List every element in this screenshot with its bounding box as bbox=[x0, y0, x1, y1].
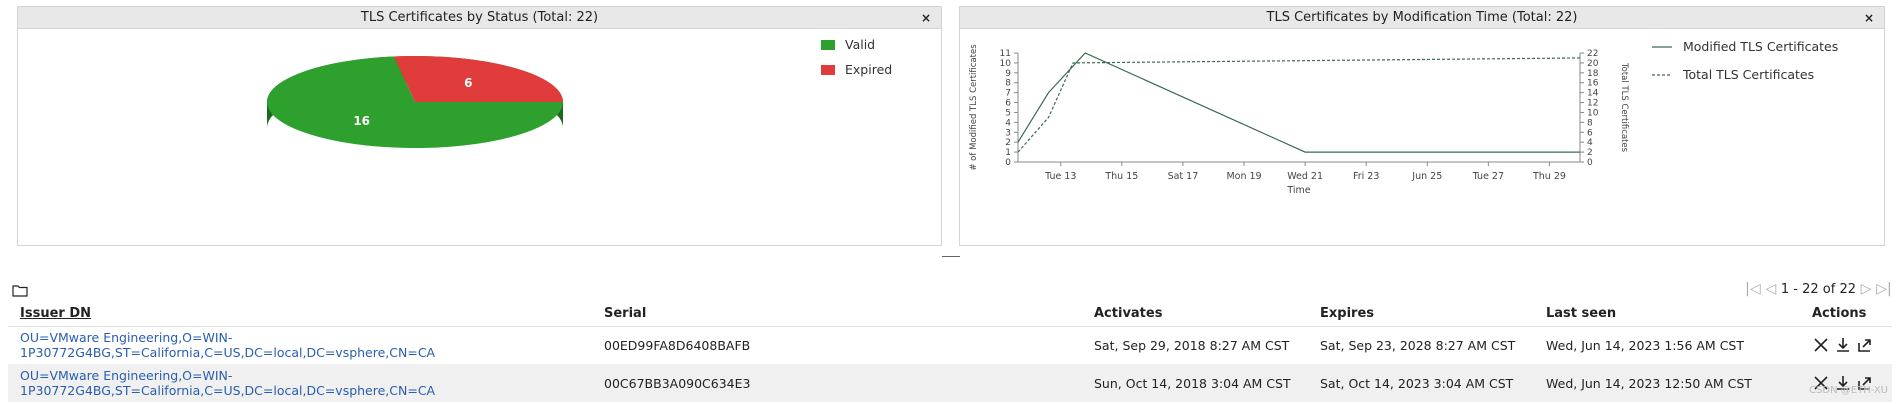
y2-tick-label: 4 bbox=[1587, 138, 1593, 148]
status-pie-chart: 16 6 Valid Expired bbox=[267, 37, 892, 148]
y-tick-label: 11 bbox=[1000, 49, 1011, 59]
pagination: |◁ ◁ 1 - 22 of 22 ▷ ▷| bbox=[1745, 281, 1892, 297]
column-header-serial[interactable]: Serial bbox=[592, 302, 1082, 327]
y-tick-label: 6 bbox=[1005, 99, 1011, 109]
y-tick-label: 8 bbox=[1005, 79, 1011, 89]
first-page-icon[interactable]: |◁ bbox=[1745, 281, 1761, 297]
delete-x-icon[interactable] bbox=[1812, 374, 1830, 392]
series-line-total bbox=[1017, 57, 1581, 153]
serial-cell: 00ED99FA8D6408BAFB bbox=[604, 337, 751, 353]
x-tick-label: Thu 29 bbox=[1532, 171, 1566, 182]
x-tick-label: Wed 21 bbox=[1287, 171, 1323, 182]
table-row: OU=VMware Engineering,O=WIN-1P30772G4BG,… bbox=[8, 326, 1892, 364]
series-line-modified bbox=[1017, 52, 1580, 153]
y2-tick-label: 6 bbox=[1587, 128, 1593, 138]
time-chart-title: TLS Certificates by Modification Time (T… bbox=[960, 7, 1884, 29]
y2-tick-label: 22 bbox=[1587, 49, 1598, 59]
y2-tick-label: 2 bbox=[1587, 148, 1593, 158]
certificates-table: Issuer DN Serial Activates Expires Last … bbox=[8, 302, 1892, 402]
y2-tick-label: 0 bbox=[1587, 158, 1593, 168]
y-tick-label: 9 bbox=[1005, 69, 1011, 79]
y2-tick-label: 14 bbox=[1587, 89, 1599, 99]
y-tick-label: 7 bbox=[1005, 89, 1011, 99]
last-seen-cell: Wed, Jun 14, 2023 12:50 AM CST bbox=[1534, 364, 1800, 402]
y-tick-label: 4 bbox=[1005, 118, 1011, 128]
y2-tick-label: 10 bbox=[1587, 108, 1599, 118]
legend-swatch-valid bbox=[821, 40, 835, 50]
status-chart-title: TLS Certificates by Status (Total: 22) × bbox=[18, 7, 941, 29]
y2-tick-label: 16 bbox=[1587, 79, 1599, 89]
issuer-dn-link[interactable]: OU=VMware Engineering,O=WIN-1P30772G4BG,… bbox=[20, 368, 436, 398]
expires-cell: Sat, Oct 14, 2023 3:04 AM CST bbox=[1308, 364, 1534, 402]
column-header-actions: Actions bbox=[1800, 302, 1892, 327]
y2-tick-label: 18 bbox=[1587, 69, 1599, 79]
folder-icon[interactable] bbox=[12, 284, 28, 297]
issuer-cell: OU=VMware Engineering,O=WIN-1P30772G4BG,… bbox=[8, 364, 592, 402]
x-tick-label: Tue 27 bbox=[1472, 171, 1504, 182]
status-chart-title-text: TLS Certificates by Status (Total: 22) bbox=[360, 10, 599, 25]
y-tick-label: 0 bbox=[1005, 158, 1011, 168]
x-tick-label: Thu 15 bbox=[1104, 171, 1138, 182]
column-header-issuer-dn[interactable]: Issuer DN bbox=[8, 302, 592, 327]
table-header-row: Issuer DN Serial Activates Expires Last … bbox=[8, 302, 1892, 327]
y-tick-label: 3 bbox=[1005, 128, 1011, 138]
time-chart-panel: TLS Certificates by Modification Time (T… bbox=[959, 6, 1885, 246]
expires-cell: Sat, Sep 23, 2028 8:27 AM CST bbox=[1320, 337, 1516, 353]
actions-cell bbox=[1800, 326, 1892, 364]
last-seen-cell: Wed, Jun 14, 2023 1:56 AM CST bbox=[1546, 337, 1744, 353]
delete-x-icon[interactable] bbox=[1812, 336, 1830, 354]
next-page-icon[interactable]: ▷ bbox=[1860, 281, 1872, 297]
x-tick-label: Mon 19 bbox=[1226, 171, 1261, 182]
export-icon[interactable] bbox=[1856, 336, 1874, 354]
issuer-dn-link[interactable]: OU=VMware Engineering,O=WIN-1P30772G4BG,… bbox=[20, 330, 436, 361]
prev-page-icon[interactable]: ◁ bbox=[1765, 281, 1777, 297]
x-tick-label: Jun 25 bbox=[1411, 171, 1442, 182]
y2-axis-label: Total TLS Certificates bbox=[1619, 62, 1629, 153]
column-header-activates[interactable]: Activates bbox=[1082, 302, 1308, 327]
x-tick-label: Sat 17 bbox=[1168, 171, 1199, 182]
y2-tick-label: 8 bbox=[1587, 118, 1593, 128]
close-icon[interactable]: × bbox=[1863, 11, 1874, 25]
pie-slice-expired bbox=[393, 56, 563, 102]
x-axis-label: Time bbox=[1286, 185, 1310, 196]
download-icon[interactable] bbox=[1834, 374, 1852, 392]
table-row: OU=VMware Engineering,O=WIN-1P30772G4BG,… bbox=[8, 364, 1892, 402]
download-icon[interactable] bbox=[1834, 336, 1852, 354]
legend-label-expired: Expired bbox=[845, 62, 892, 77]
last-page-icon[interactable]: ▷| bbox=[1876, 281, 1892, 297]
x-tick-label: Tue 13 bbox=[1044, 171, 1076, 182]
activates-cell: Sat, Sep 29, 2018 8:27 AM CST bbox=[1094, 337, 1290, 353]
pie-data-label: 6 bbox=[464, 76, 472, 90]
legend-label-total: Total TLS Certificates bbox=[1682, 67, 1814, 82]
page-range-text: 1 - 22 of 22 bbox=[1780, 281, 1856, 297]
y-tick-label: 2 bbox=[1005, 138, 1011, 148]
y-tick-label: 5 bbox=[1005, 108, 1011, 118]
export-icon[interactable] bbox=[1856, 374, 1874, 392]
close-icon[interactable]: × bbox=[920, 11, 931, 25]
issuer-cell: OU=VMware Engineering,O=WIN-1P30772G4BG,… bbox=[8, 326, 592, 364]
legend-label-modified: Modified TLS Certificates bbox=[1683, 39, 1838, 54]
status-chart-panel: TLS Certificates by Status (Total: 22) ×… bbox=[17, 6, 942, 246]
y-tick-label: 10 bbox=[1000, 59, 1012, 69]
y-tick-label: 1 bbox=[1005, 148, 1011, 158]
actions-cell bbox=[1800, 364, 1892, 402]
legend-swatch-expired bbox=[821, 65, 835, 75]
watermark: CSDN @ETH-XU bbox=[1809, 385, 1888, 396]
column-header-expires[interactable]: Expires bbox=[1308, 302, 1534, 327]
pie-data-label: 16 bbox=[353, 114, 370, 128]
column-header-last-seen[interactable]: Last seen bbox=[1534, 302, 1800, 327]
panel-splitter-handle[interactable] bbox=[942, 256, 960, 257]
activates-cell: Sun, Oct 14, 2018 3:04 AM CST bbox=[1082, 364, 1308, 402]
time-chart-title-text: TLS Certificates by Modification Time (T… bbox=[1266, 10, 1578, 25]
legend-label-valid: Valid bbox=[845, 37, 875, 52]
y-axis-label: # of Modified TLS Certificates bbox=[969, 44, 979, 171]
y2-tick-label: 12 bbox=[1587, 99, 1598, 109]
serial-cell: 00C67BB3A090C634E3 bbox=[592, 364, 1082, 402]
pie-slice-valid bbox=[267, 56, 563, 148]
x-tick-label: Fri 23 bbox=[1353, 171, 1379, 182]
y2-tick-label: 20 bbox=[1587, 59, 1599, 69]
